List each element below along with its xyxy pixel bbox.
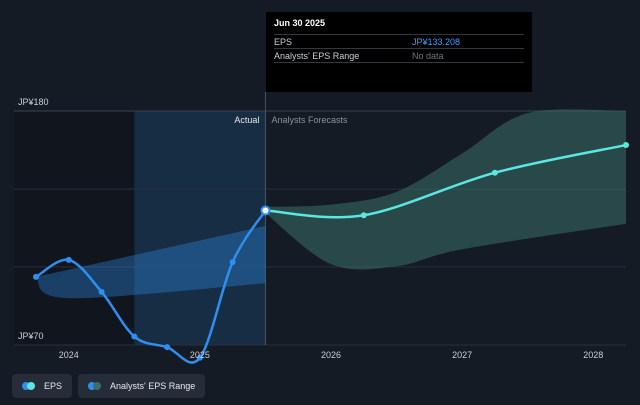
legend-item-eps[interactable]: EPS <box>12 374 73 398</box>
region-label-forecast: Analysts Forecasts <box>271 115 348 125</box>
swatch-dot <box>93 382 102 390</box>
eps-legend-swatch-icon <box>22 382 36 390</box>
tooltip-eps-label: EPS <box>274 37 293 47</box>
chart-text: Actual Analysts Forecasts JP¥180 JP¥70 2024 2… <box>18 97 603 360</box>
eps-point <box>98 288 105 295</box>
y-tick-label: JP¥70 <box>18 331 44 341</box>
eps-forecast-point <box>491 169 498 176</box>
tooltip-date: Jun 30 2025 <box>274 18 326 28</box>
legend-eps-range-label: Analysts' EPS Range <box>110 381 196 391</box>
legend-eps-label: EPS <box>44 381 63 391</box>
eps-point <box>131 333 138 340</box>
eps-point <box>33 273 39 280</box>
tooltip-range-label: Analysts' EPS Range <box>274 51 360 61</box>
x-tick-label: 2024 <box>59 350 79 360</box>
swatch-dot <box>27 382 35 390</box>
eps-range-legend-swatch-icon <box>88 382 102 390</box>
highlight-region <box>134 111 266 345</box>
x-tick-label: 2027 <box>452 350 472 360</box>
eps-point <box>229 259 236 266</box>
series-lines <box>34 143 628 364</box>
chart-legend: EPS Analysts' EPS Range <box>12 374 206 398</box>
x-tick-label: 2025 <box>190 350 210 360</box>
eps-forecast-point <box>360 212 367 219</box>
hover-tooltip: Jun 30 2025 EPS JP¥133.208 Analysts' EPS… <box>266 12 532 92</box>
eps-point <box>196 354 203 361</box>
eps-point <box>65 256 72 263</box>
eps-line <box>34 209 267 364</box>
series-points <box>33 142 629 361</box>
swatch-dot <box>88 382 97 390</box>
tooltip-row-eps: EPS JP¥133.208 <box>274 34 524 48</box>
eps-point <box>164 344 171 351</box>
tooltip-eps-value: JP¥133.208 <box>412 37 461 47</box>
x-tick-label: 2026 <box>321 350 341 360</box>
eps-forecast-line <box>264 143 628 219</box>
tooltip-row-range: Analysts' EPS Range No data <box>274 48 524 63</box>
chart-background <box>14 111 266 345</box>
x-tick-label: 2028 <box>583 350 603 360</box>
y-tick-label: JP¥180 <box>18 97 49 107</box>
eps-hover-point <box>260 205 271 216</box>
region-label-actual: Actual <box>234 115 259 125</box>
eps-forecast-point <box>623 142 629 149</box>
swatch-dot <box>22 382 30 390</box>
legend-item-eps-range[interactable]: Analysts' EPS Range <box>78 374 206 398</box>
tooltip-range-value: No data <box>412 51 444 61</box>
